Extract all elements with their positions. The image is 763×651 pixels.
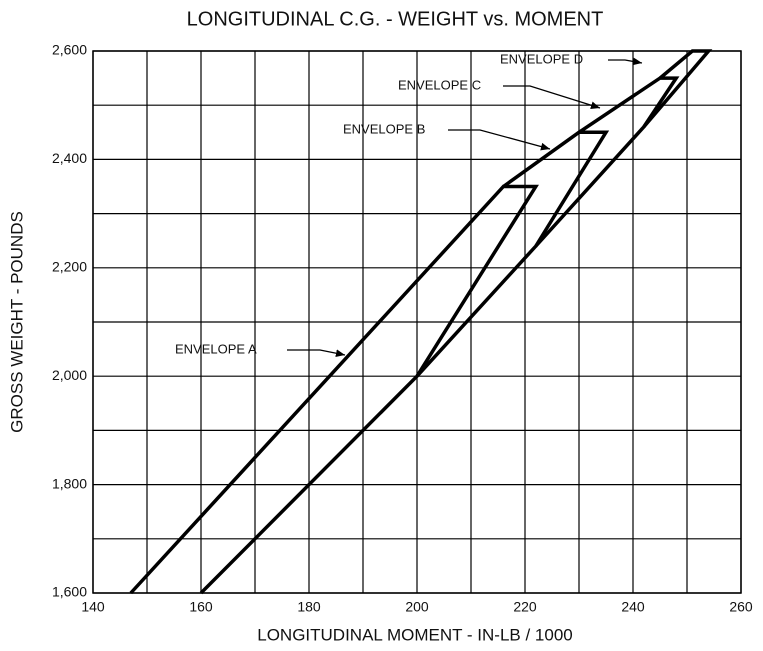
envelope-label: ENVELOPE B — [343, 121, 425, 136]
envelope-line — [642, 49, 713, 129]
envelope-line — [129, 184, 539, 595]
y-tick-label: 2,200 — [52, 259, 87, 275]
leader-arrow — [503, 85, 601, 109]
x-tick-label: 140 — [81, 599, 105, 615]
envelope-line — [534, 76, 680, 248]
leader-arrow — [608, 57, 643, 66]
x-tick-label: 240 — [621, 599, 645, 615]
leader-arrow — [448, 129, 551, 151]
x-tick-label: 160 — [189, 599, 213, 615]
chart-title: LONGITUDINAL C.G. - WEIGHT vs. MOMENT — [187, 8, 604, 30]
x-tick-label: 200 — [405, 599, 429, 615]
y-tick-label: 2,600 — [52, 42, 87, 58]
envelope-label: ENVELOPE D — [500, 51, 583, 66]
leader-arrow — [287, 349, 346, 358]
x-tick-label: 260 — [729, 599, 753, 615]
y-tick-label: 2,000 — [52, 367, 87, 383]
x-tick-label: 180 — [297, 599, 321, 615]
x-axis-label: LONGITUDINAL MOMENT - IN-LB / 1000 — [257, 625, 573, 644]
envelope-line — [415, 130, 610, 378]
y-tick-label: 1,600 — [52, 584, 87, 600]
y-tick-label: 2,400 — [52, 150, 87, 166]
plot-frame — [92, 50, 742, 594]
y-tick-label: 1,800 — [52, 475, 87, 491]
envelope-label: ENVELOPE C — [398, 77, 481, 92]
y-axis-label: GROSS WEIGHT - POUNDS — [7, 211, 26, 433]
x-tick-label: 220 — [513, 599, 537, 615]
envelope-label: ENVELOPE A — [175, 341, 257, 356]
